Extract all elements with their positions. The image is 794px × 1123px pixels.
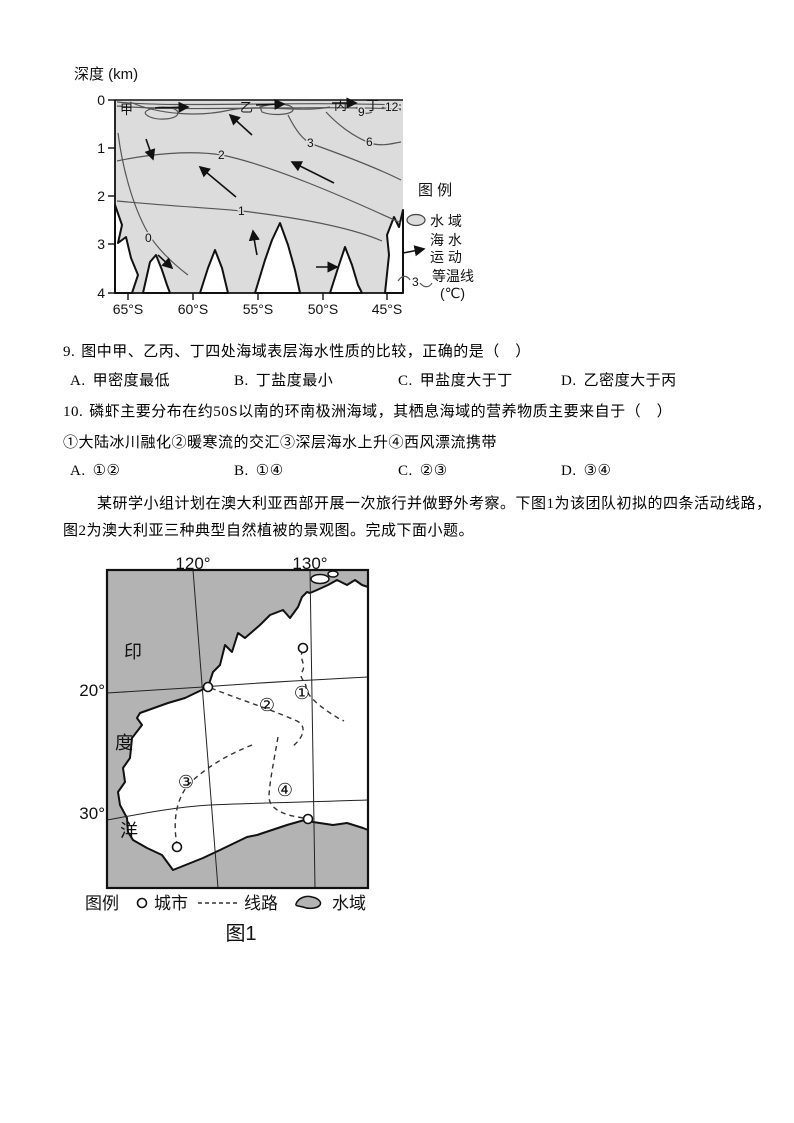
water-swatch bbox=[295, 895, 322, 910]
lon-130-label: 130° bbox=[292, 555, 327, 573]
indian-ocean-label: 印 度 洋 bbox=[115, 642, 142, 841]
route-3-label: ③ bbox=[178, 772, 194, 792]
question-10-items: ①大陆冰川融化②暖寒流的交汇③深层海水上升④西风漂流携带 bbox=[63, 435, 498, 451]
city-marker-southwest bbox=[171, 841, 183, 853]
sea-point-labels: 甲 乙 丙 丁 bbox=[120, 98, 379, 117]
svg-text:3: 3 bbox=[307, 136, 314, 150]
map-frame bbox=[105, 568, 370, 890]
svg-text:1: 1 bbox=[238, 204, 245, 218]
svg-text:12: 12 bbox=[385, 100, 399, 114]
svg-text:2: 2 bbox=[218, 148, 225, 162]
sea-water-movement-arrows bbox=[144, 97, 358, 273]
map-legend-water-label: 水域 bbox=[332, 894, 366, 913]
australia-route-map: 120° 130° bbox=[80, 555, 370, 945]
city-swatch bbox=[136, 897, 148, 909]
q10-option-a: A. ①② bbox=[70, 463, 121, 479]
depth-tick-labels: 0 1 2 3 4 bbox=[97, 92, 105, 301]
legend-water-label: 水 域 bbox=[430, 213, 462, 229]
svg-text:洋: 洋 bbox=[120, 821, 138, 841]
passage-line-2: 图2为澳大利亚三种典型自然植被的景观图。完成下面小题。 bbox=[63, 523, 475, 539]
question-9-stem: 图中甲、乙丙、丁四处海域表层海水性质的比较，正确的是（ ） bbox=[81, 344, 531, 360]
question-10: 10. 磷虾主要分布在约50S以南的环南极洲海域，其栖息海域的营养物质主要来自于（… bbox=[63, 400, 672, 421]
isotherm-swatch-value: 3 bbox=[412, 275, 419, 289]
contour-value-labels: 0 1 2 3 6 9 12 bbox=[144, 99, 401, 247]
route-1-path bbox=[300, 649, 345, 722]
legend-title: 图 例 bbox=[418, 182, 452, 199]
question-10-number: 10. bbox=[63, 404, 84, 420]
svg-text:1: 1 bbox=[97, 140, 105, 156]
svg-text:50°S: 50°S bbox=[308, 301, 339, 317]
island bbox=[327, 570, 339, 578]
point-yi: 乙 bbox=[240, 100, 253, 115]
q9-option-c: C. 甲盐度大于丁 bbox=[398, 373, 513, 389]
svg-text:55°S: 55°S bbox=[243, 301, 274, 317]
question-9-number: 9. bbox=[63, 344, 76, 360]
q10-option-c: C. ②③ bbox=[398, 463, 448, 479]
svg-text:60°S: 60°S bbox=[178, 301, 209, 317]
routes bbox=[174, 649, 345, 846]
svg-text:2: 2 bbox=[97, 188, 105, 204]
q9-option-d: D. 乙密度大于丙 bbox=[561, 373, 677, 389]
q9-option-a: A. 甲密度最低 bbox=[70, 373, 171, 389]
point-jia: 甲 bbox=[120, 102, 133, 117]
legend-movement-label-2: 运 动 bbox=[430, 249, 462, 265]
water-area-swatch bbox=[406, 213, 426, 227]
lat-30-label: 30° bbox=[80, 804, 105, 823]
latitude-tick-labels: 65°S 60°S 55°S 50°S 45°S bbox=[113, 301, 403, 317]
lon-120-label: 120° bbox=[175, 555, 210, 573]
route-labels: ① ② ③ ④ bbox=[178, 683, 310, 800]
route-4-label: ④ bbox=[277, 780, 293, 800]
legend-isotherm-label: 等温线 bbox=[432, 268, 474, 284]
map-legend-route-label: 线路 bbox=[244, 894, 278, 913]
point-bing: 丙 bbox=[334, 98, 347, 113]
question-9: 9. 图中甲、乙丙、丁四处海域表层海水性质的比较，正确的是（ ） bbox=[63, 340, 531, 361]
isotherm-swatch-left bbox=[397, 275, 411, 282]
svg-text:3: 3 bbox=[97, 236, 105, 252]
figure1-legend: 图 例 水 域 海 水 运 动 3 等温线 (℃) bbox=[397, 182, 474, 301]
q9-option-b: B. 丁盐度最小 bbox=[234, 373, 334, 389]
route-3-path bbox=[174, 744, 253, 846]
passage-line-1: 某研学小组计划在澳大利亚西部开展一次旅行并做野外考察。下图1为该团队初拟的四条活… bbox=[97, 496, 772, 512]
svg-text:65°S: 65°S bbox=[113, 301, 144, 317]
point-ding: 丁 bbox=[366, 98, 379, 113]
svg-text:度: 度 bbox=[115, 733, 133, 753]
map-legend: 图例 城市 线路 水域 bbox=[85, 894, 366, 913]
city-marker-north bbox=[297, 642, 309, 654]
map-legend-title: 图例 bbox=[85, 894, 119, 913]
svg-text:4: 4 bbox=[97, 285, 105, 301]
map-caption: 图1 bbox=[225, 923, 256, 945]
svg-text:9: 9 bbox=[358, 105, 365, 119]
question-10-stem: 磷虾主要分布在约50S以南的环南极洲海域，其栖息海域的营养物质主要来自于（ ） bbox=[89, 404, 673, 420]
svg-text:0: 0 bbox=[97, 92, 105, 108]
route-2-path bbox=[210, 687, 304, 747]
legend-movement-label-1: 海 水 bbox=[430, 232, 462, 248]
island bbox=[310, 573, 330, 585]
route-1-label: ① bbox=[294, 683, 310, 703]
legend-isotherm-unit: (℃) bbox=[440, 285, 465, 301]
movement-arrow-swatch bbox=[402, 245, 426, 257]
city-marker-south bbox=[302, 813, 314, 825]
svg-text:45°S: 45°S bbox=[372, 301, 403, 317]
axis-ticks bbox=[108, 99, 388, 300]
route-4-path bbox=[268, 736, 305, 819]
ocean-cross-section-figure: 深度 (km) bbox=[74, 66, 474, 317]
svg-text:6: 6 bbox=[366, 135, 373, 149]
cities bbox=[171, 642, 314, 853]
map-legend-city-label: 城市 bbox=[154, 894, 188, 913]
svg-text:0: 0 bbox=[145, 231, 152, 245]
route-2-label: ② bbox=[259, 695, 275, 715]
q10-option-d: D. ③④ bbox=[561, 463, 612, 479]
depth-axis-label: 深度 (km) bbox=[74, 66, 138, 83]
svg-text:印: 印 bbox=[124, 642, 142, 662]
city-marker-west bbox=[202, 681, 214, 693]
q10-option-b: B. ①④ bbox=[234, 463, 284, 479]
isotherm-swatch-right bbox=[419, 282, 433, 288]
lat-20-label: 20° bbox=[80, 681, 105, 700]
